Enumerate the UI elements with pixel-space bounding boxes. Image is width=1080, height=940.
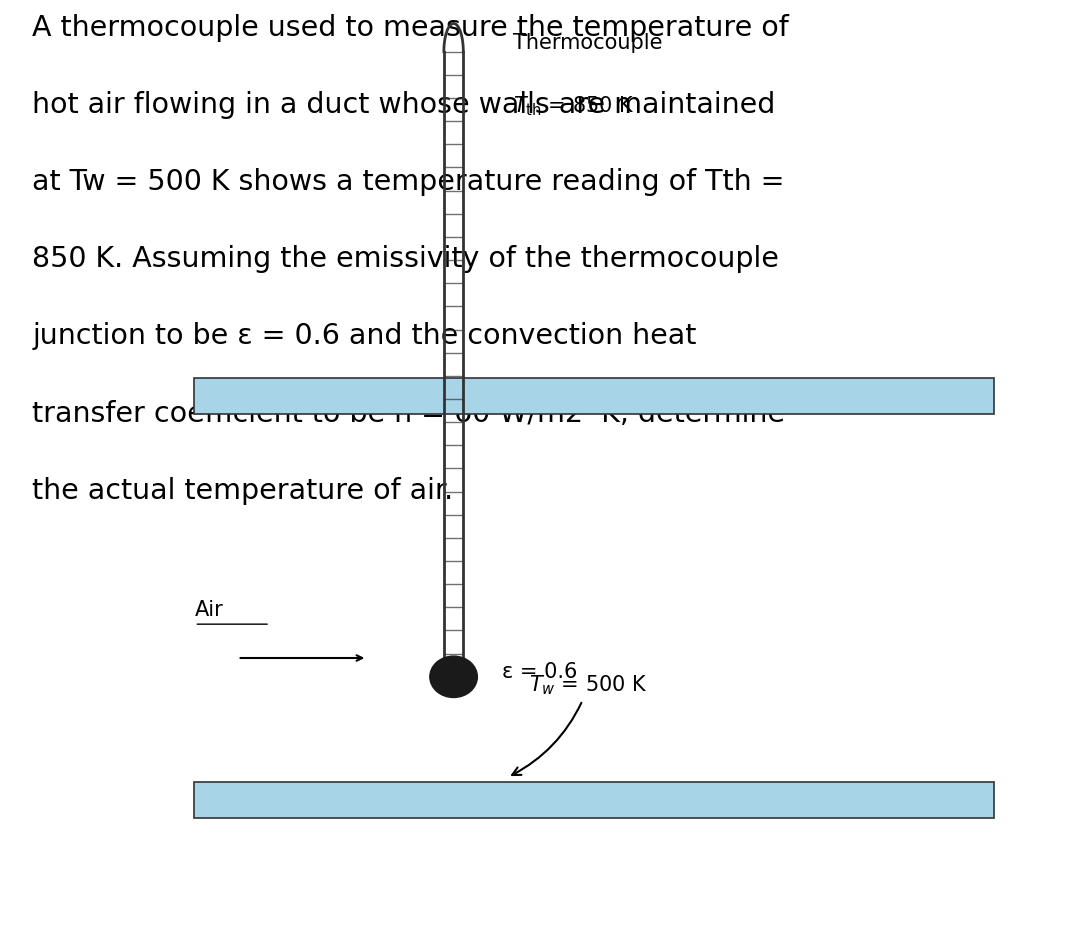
Text: transfer coefficient to be h = 60 W/m2 ·K, determine: transfer coefficient to be h = 60 W/m2 ·… [32, 400, 785, 428]
Text: A thermocouple used to measure the temperature of: A thermocouple used to measure the tempe… [32, 14, 789, 42]
Circle shape [430, 656, 477, 697]
FancyBboxPatch shape [194, 782, 994, 818]
Text: Air: Air [194, 601, 224, 620]
Text: 850 K. Assuming the emissivity of the thermocouple: 850 K. Assuming the emissivity of the th… [32, 245, 780, 274]
Text: $T_w$ = 500 K: $T_w$ = 500 K [512, 674, 648, 775]
Text: the actual temperature of air.: the actual temperature of air. [32, 477, 454, 505]
Text: at Tw = 500 K shows a temperature reading of Tth =: at Tw = 500 K shows a temperature readin… [32, 168, 785, 196]
Text: Thermocouple: Thermocouple [513, 33, 662, 53]
Text: ε = 0.6: ε = 0.6 [502, 662, 578, 682]
Text: $T_{\mathrm{th}}$ = 850 K: $T_{\mathrm{th}}$ = 850 K [513, 94, 635, 118]
FancyBboxPatch shape [194, 378, 994, 414]
Text: hot air flowing in a duct whose walls are maintained: hot air flowing in a duct whose walls ar… [32, 91, 775, 119]
Text: junction to be ε = 0.6 and the convection heat: junction to be ε = 0.6 and the convectio… [32, 322, 697, 351]
